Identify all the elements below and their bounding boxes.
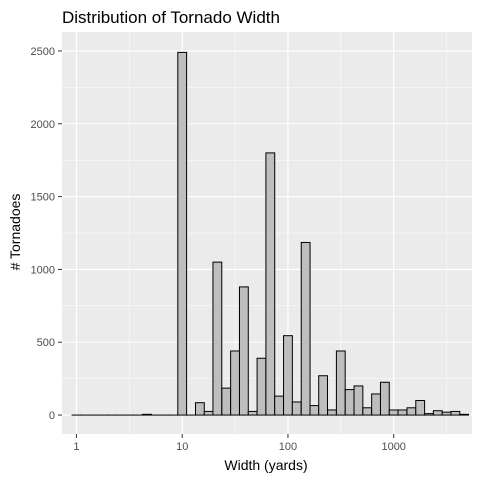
histogram-bar (178, 52, 187, 415)
histogram-bar (328, 410, 337, 415)
histogram-bar (143, 414, 152, 415)
histogram-bar (442, 412, 451, 415)
histogram-bar (248, 411, 257, 415)
histogram-bar (336, 351, 345, 415)
histogram-bar (345, 390, 354, 415)
histogram-bar (407, 408, 416, 415)
histogram-bar (275, 396, 284, 415)
y-tick-label: 500 (37, 337, 55, 349)
histogram-bar (292, 402, 301, 415)
y-axis: 0 500 1000 1500 2000 2500 (31, 46, 62, 422)
histogram-bar (222, 388, 231, 415)
histogram-bar (398, 410, 407, 415)
histogram-bar (372, 394, 381, 415)
histogram-bar (354, 386, 363, 415)
histogram-bar (301, 242, 310, 415)
y-axis-title: # Tornadoes (7, 194, 23, 271)
histogram-bar (319, 376, 328, 415)
histogram-bar (239, 287, 248, 415)
histogram-bar (389, 410, 398, 415)
histogram-bar (380, 382, 389, 415)
x-axis-title: Width (yards) (224, 457, 307, 473)
y-tick-label: 0 (49, 410, 55, 422)
histogram-bar (204, 411, 213, 415)
y-tick-label: 2500 (31, 46, 55, 58)
x-axis: 1 10 100 1000 (73, 434, 406, 453)
histogram-bar (266, 153, 275, 415)
histogram-bar (310, 406, 319, 415)
histogram-bar (416, 401, 425, 416)
x-tick-label: 10 (176, 441, 188, 453)
histogram-bar (284, 336, 293, 415)
histogram-bar (460, 414, 469, 415)
histogram-bar (195, 403, 204, 415)
histogram-bar (451, 411, 460, 415)
histogram-bar (257, 358, 266, 415)
x-tick-label: 1000 (381, 441, 405, 453)
chart-title: Distribution of Tornado Width (62, 8, 280, 27)
x-tick-label: 100 (279, 441, 297, 453)
histogram-bar (231, 351, 240, 415)
histogram-bar (213, 262, 222, 415)
y-tick-label: 2000 (31, 119, 55, 131)
y-tick-label: 1000 (31, 264, 55, 276)
x-tick-label: 1 (73, 441, 79, 453)
histogram-bar (424, 414, 433, 415)
histogram-bar (363, 408, 372, 415)
histogram-bar (433, 411, 442, 415)
y-tick-label: 1500 (31, 192, 55, 204)
